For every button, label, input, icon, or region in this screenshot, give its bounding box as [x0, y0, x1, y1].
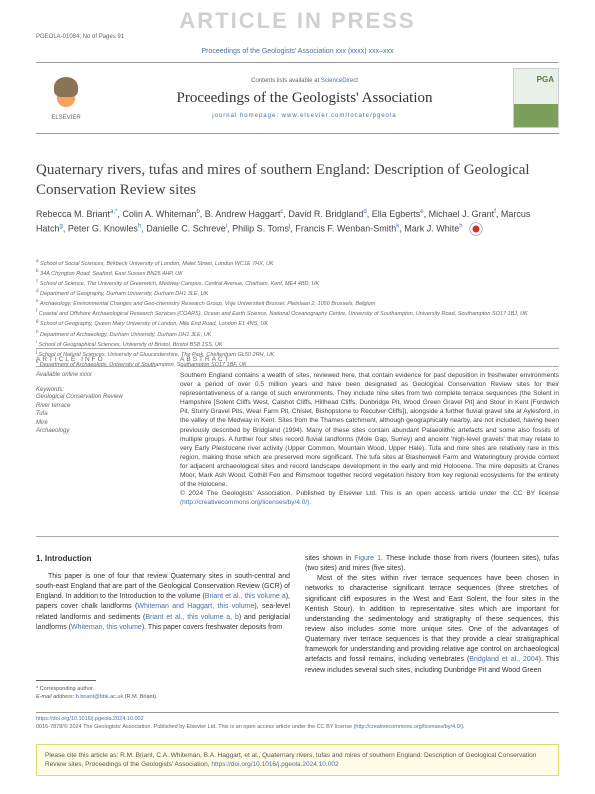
author-aff: h — [459, 223, 462, 229]
author: Ella Egberts — [372, 209, 421, 219]
divider — [36, 536, 559, 537]
doi-link[interactable]: https://doi.org/10.1016/j.pgeola.2024.10… — [36, 716, 144, 722]
author-aff: j — [289, 223, 290, 229]
contents-prefix: Contents lists available at — [251, 78, 321, 84]
cite-doi-link[interactable]: https://doi.org/10.1016/j.pgeola.2024.10… — [211, 761, 338, 768]
citation-link[interactable]: Bridgland et al., 2004 — [469, 656, 538, 663]
journal-name: Proceedings of the Geologists' Associati… — [96, 90, 513, 107]
citation-link[interactable]: Whiteman, this volume — [71, 624, 142, 631]
author-aff: c — [280, 209, 283, 215]
footnote-rule — [36, 680, 96, 681]
keyword: Tufa — [36, 410, 156, 418]
body-paragraph: Most of the sites within river terrace s… — [305, 574, 559, 675]
article-info-column: ARTICLE INFO Available online xxxx Keywo… — [36, 356, 156, 435]
author-aff: b — [196, 209, 199, 215]
author: Rebecca M. Briant — [36, 209, 110, 219]
author: Mark J. White — [404, 223, 459, 233]
elsevier-text: ELSEVIER — [51, 115, 80, 121]
author-aff: i — [226, 223, 227, 229]
affiliations: a School of Social Sciences, Birkbeck Un… — [36, 258, 559, 369]
email-suffix: (R.M. Briant). — [123, 694, 157, 700]
author-aff: e — [420, 209, 423, 215]
citation-link[interactable]: Whiteman and Haggart, this volume — [137, 603, 254, 610]
abstract-body: Southern England contains a wealth of si… — [180, 372, 559, 488]
body-text: Most of the sites within river terrace s… — [305, 575, 559, 663]
journal-ref-top: Proceedings of the Geologists' Associati… — [0, 48, 595, 55]
citation-link[interactable]: Briant et al., this volume a — [205, 593, 286, 600]
author-aff: k — [396, 223, 399, 229]
affiliation-line: g School of Geography, Queen Mary Univer… — [36, 318, 559, 328]
keyword: Geological Conservation Review — [36, 393, 156, 401]
affiliation-line: b 34A Chyngton Road, Seaford, East Susse… — [36, 268, 559, 278]
author: Philip S. Toms — [232, 223, 289, 233]
affiliation-line: a School of Social Sciences, Birkbeck Un… — [36, 258, 559, 268]
elsevier-tree-icon — [46, 75, 86, 113]
author-aff: g — [60, 223, 63, 229]
email-link[interactable]: b.briant@bbk.ac.uk — [76, 694, 123, 700]
section-heading: 1. Introduction — [36, 554, 92, 563]
corr-star: * — [115, 209, 117, 215]
divider — [36, 348, 559, 349]
footer-rule — [36, 712, 559, 713]
affiliation-line: h Department of Archaeology, Durham Univ… — [36, 329, 559, 339]
issn-text: 0016-7878/© 2024 The Geologists' Associa… — [36, 724, 355, 730]
author: Peter G. Knowles — [68, 223, 138, 233]
header-center: Contents lists available at ScienceDirec… — [96, 78, 513, 119]
citation-link[interactable]: Briant et al., this volume a, b — [145, 614, 239, 621]
affiliation-line: f Coastal and Offshore Archaeological Re… — [36, 308, 559, 318]
watermark: ARTICLE IN PRESS — [0, 8, 595, 34]
corresponding-author: * Corresponding author. — [36, 686, 290, 694]
author-aff: d — [363, 209, 366, 215]
author-aff: h — [138, 223, 141, 229]
article-title: Quaternary rivers, tufas and mires of so… — [36, 160, 559, 201]
gmodel-ref: PGEOLA-01084; No of Pages 91 — [36, 34, 124, 40]
citation-box: Please cite this article as: R.M. Briant… — [36, 744, 559, 776]
affiliation-line: e Archaeology, Environmental Changes and… — [36, 298, 559, 308]
keyword: Archaeology — [36, 427, 156, 435]
author: Francis F. Wenban-Smith — [295, 223, 396, 233]
keywords-list: Geological Conservation ReviewRiver terr… — [36, 393, 156, 435]
author: B. Andrew Haggart — [205, 209, 281, 219]
license-link[interactable]: (http://creativecommons.org/licenses/by/… — [180, 499, 311, 506]
keyword: River terrace — [36, 402, 156, 410]
body-text: sites shown in — [305, 555, 354, 562]
contents-line: Contents lists available at ScienceDirec… — [96, 78, 513, 84]
body-paragraph: sites shown in Figure 1. These include t… — [305, 554, 559, 574]
abstract-text: Southern England contains a wealth of si… — [180, 371, 559, 507]
footnotes: * Corresponding author. E-mail address: … — [36, 686, 290, 701]
license-link[interactable]: http://creativecommons.org/licenses/by/4… — [355, 724, 461, 730]
body-column-1: This paper is one of four that review Qu… — [36, 572, 290, 633]
email-label: E-mail address: — [36, 694, 76, 700]
email-line: E-mail address: b.briant@bbk.ac.uk (R.M.… — [36, 694, 290, 702]
author-aff: f — [494, 209, 496, 215]
affiliation-line: d Department of Geography, Durham Univer… — [36, 288, 559, 298]
body-column-2: sites shown in Figure 1. These include t… — [305, 554, 559, 676]
body-text: ). This paper covers freshwater deposits… — [142, 624, 282, 631]
author: Danielle C. Schreve — [146, 223, 226, 233]
article-info-heading: ARTICLE INFO — [36, 356, 156, 367]
body-paragraph: This paper is one of four that review Qu… — [36, 572, 290, 633]
abstract-copyright: © 2024 The Geologists' Association. Publ… — [180, 490, 559, 497]
elsevier-logo: ELSEVIER — [36, 68, 96, 128]
copyright-line: 0016-7878/© 2024 The Geologists' Associa… — [36, 724, 559, 730]
author-list: Rebecca M. Brianta,*, Colin A. Whitemanb… — [36, 208, 559, 236]
journal-header: ELSEVIER Contents lists available at Sci… — [36, 62, 559, 134]
affiliation-line: c School of Science, The University of G… — [36, 278, 559, 288]
abstract-heading: ABSTRACT — [180, 356, 559, 367]
figure-link[interactable]: Figure 1 — [354, 555, 381, 562]
abstract-column: ABSTRACT Southern England contains a wea… — [180, 356, 559, 507]
issn-end: ). — [461, 724, 464, 730]
author: Michael J. Grant — [429, 209, 495, 219]
journal-cover-thumbnail — [513, 68, 559, 128]
sciencedirect-link[interactable]: ScienceDirect — [321, 78, 358, 84]
author: Colin A. Whiteman — [122, 209, 196, 219]
crossmark-badge-icon[interactable] — [469, 222, 483, 236]
keyword: Mire — [36, 419, 156, 427]
author: David R. Bridgland — [288, 209, 363, 219]
available-online: Available online xxxx — [36, 371, 156, 379]
homepage-link[interactable]: journal homepage: www.elsevier.com/locat… — [96, 113, 513, 119]
